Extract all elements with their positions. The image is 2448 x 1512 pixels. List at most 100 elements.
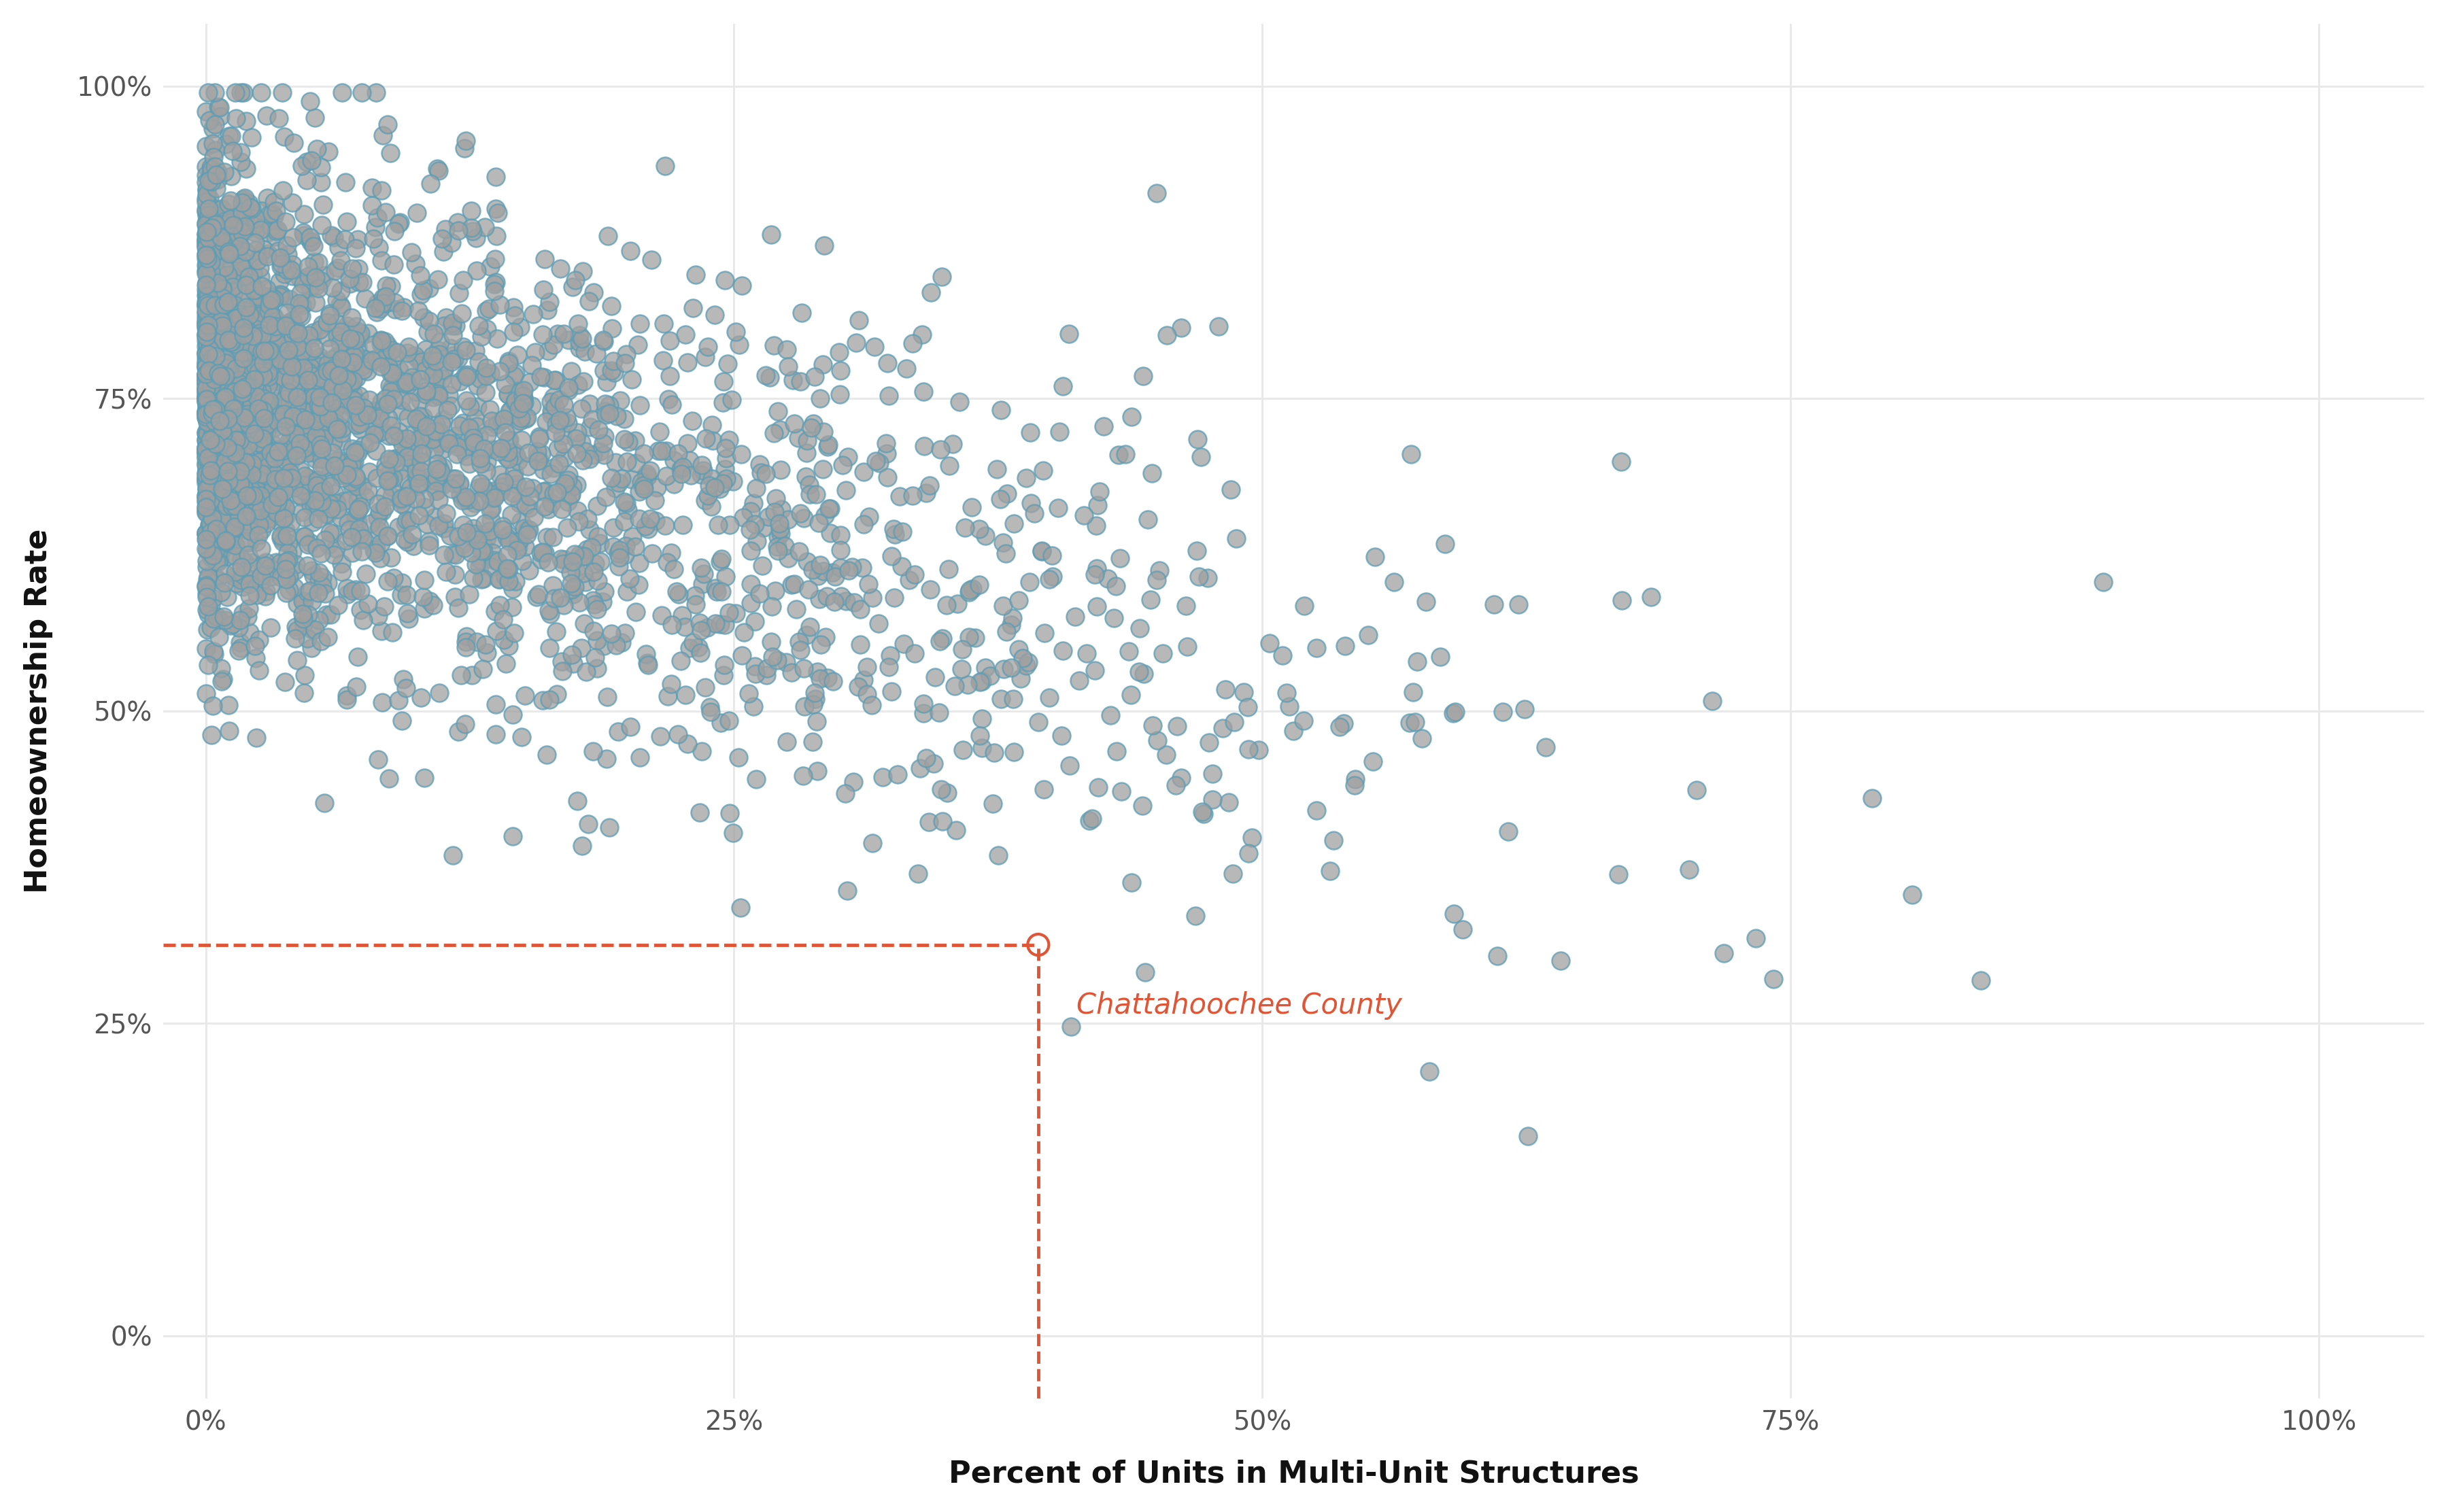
Point: [228, 157, 267, 181]
Point: [213, 139, 252, 163]
Point: [311, 390, 350, 414]
Point: [820, 555, 859, 579]
Point: [259, 484, 299, 508]
Point: [301, 169, 340, 194]
Point: [820, 340, 859, 364]
Point: [453, 565, 492, 590]
Point: [394, 438, 433, 463]
Point: [228, 484, 267, 508]
Point: [257, 198, 296, 222]
Point: [1182, 445, 1222, 469]
Point: [529, 550, 568, 575]
Point: [375, 423, 414, 448]
Point: [306, 528, 345, 552]
Point: [208, 460, 247, 484]
Point: [213, 210, 252, 234]
Point: [186, 361, 225, 386]
Point: [186, 435, 225, 460]
Point: [928, 593, 967, 617]
Point: [240, 470, 279, 494]
Point: [360, 331, 399, 355]
Point: [338, 475, 377, 499]
Point: [188, 325, 228, 349]
Point: [761, 522, 800, 546]
Point: [188, 278, 228, 302]
Point: [871, 679, 911, 703]
Point: [492, 594, 531, 618]
Point: [196, 537, 235, 561]
Point: [206, 364, 245, 389]
Point: [485, 420, 524, 445]
Point: [208, 437, 247, 461]
Point: [357, 398, 397, 422]
Point: [299, 569, 338, 593]
Point: [213, 612, 252, 637]
Point: [225, 457, 264, 481]
Point: [534, 573, 573, 597]
Point: [1033, 564, 1072, 588]
Point: [524, 278, 563, 302]
Point: [578, 597, 617, 621]
Point: [188, 290, 228, 314]
Point: [299, 381, 338, 405]
Point: [441, 281, 480, 305]
Point: [304, 422, 343, 446]
Point: [304, 311, 343, 336]
Point: [1677, 777, 1716, 801]
Point: [272, 442, 311, 466]
Point: [370, 767, 409, 791]
Point: [379, 420, 419, 445]
Point: [193, 420, 233, 445]
Point: [695, 302, 734, 327]
Point: [196, 293, 235, 318]
Point: [707, 446, 747, 470]
Point: [534, 481, 573, 505]
Point: [193, 145, 233, 169]
Point: [1479, 943, 1518, 968]
Point: [191, 517, 230, 541]
Point: [213, 230, 252, 254]
Point: [308, 407, 348, 431]
Point: [901, 756, 940, 780]
Point: [233, 417, 272, 442]
Point: [277, 408, 316, 432]
Point: [1525, 735, 1564, 759]
Point: [414, 343, 453, 367]
Point: [365, 482, 404, 507]
Point: [605, 407, 644, 431]
Point: [274, 558, 313, 582]
Point: [220, 150, 259, 174]
Point: [282, 602, 321, 626]
Point: [206, 570, 245, 594]
Point: [465, 381, 504, 405]
Point: [323, 318, 362, 342]
Point: [338, 390, 377, 414]
Point: [191, 428, 230, 452]
Point: [431, 336, 470, 360]
Point: [419, 381, 458, 405]
Point: [404, 305, 443, 330]
Point: [521, 364, 561, 389]
Point: [220, 384, 259, 408]
Point: [681, 641, 720, 665]
Point: [1239, 738, 1278, 762]
Point: [382, 709, 421, 733]
Point: [1065, 503, 1104, 528]
Point: [193, 266, 233, 290]
Point: [284, 505, 323, 529]
Point: [193, 233, 233, 257]
Point: [1442, 918, 1481, 942]
Point: [1285, 594, 1324, 618]
Point: [624, 476, 663, 500]
Point: [688, 334, 727, 358]
Point: [291, 635, 330, 659]
Point: [426, 305, 465, 330]
Point: [920, 777, 960, 801]
Point: [252, 402, 291, 426]
Point: [1224, 680, 1263, 705]
Point: [208, 404, 247, 428]
Point: [228, 529, 267, 553]
Point: [480, 360, 519, 384]
Point: [277, 334, 316, 358]
Point: [188, 319, 228, 343]
